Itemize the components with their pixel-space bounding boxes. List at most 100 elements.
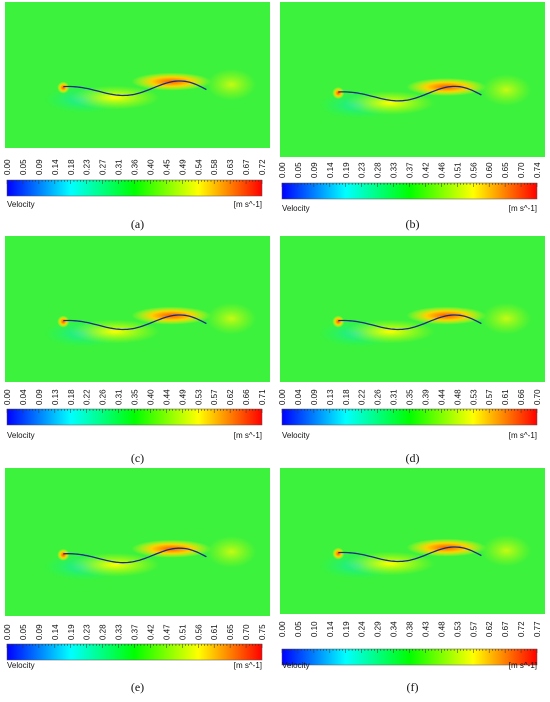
colorbar-tick-label: 0.72 (258, 159, 267, 175)
colorbar-tick-label: 0.24 (358, 621, 367, 637)
colorbar-tick-label: 0.18 (342, 389, 351, 405)
colorbar-tick-label: 0.57 (485, 389, 494, 405)
colorbar-tick-label: 0.51 (178, 624, 187, 640)
colorbar-tick-label: 0.44 (162, 389, 171, 405)
colorbar-tick-label: 0.31 (115, 389, 124, 405)
colorbar-tick-label: 0.14 (326, 162, 335, 178)
colorbar-tick-label: 0.67 (501, 621, 510, 637)
colorbar-tick-label: 0.61 (210, 624, 219, 640)
colorbar-tick-label: 0.75 (258, 624, 267, 640)
colorbar-tick-label: 0.05 (19, 159, 28, 175)
colorbar-tick-label: 0.35 (131, 389, 140, 405)
colorbar-tick-label: 0.23 (83, 624, 92, 640)
colorbar-tick-label: 0.05 (294, 162, 303, 178)
colorbar-tick-label: 0.19 (342, 162, 351, 178)
colorbar-tick-label: 0.31 (115, 159, 124, 175)
colorbar-tick-label: 0.36 (131, 159, 140, 175)
blob (57, 548, 70, 561)
colorbar-tick-label: 0.22 (358, 389, 367, 405)
colorbar-unit: [m s^-1] (509, 661, 537, 670)
colorbar-tick-label: 0.10 (310, 621, 319, 637)
wave-body (338, 546, 482, 563)
colorbar-tick-label: 0.28 (99, 624, 108, 640)
wave-body (63, 547, 207, 564)
colorbar-tick-label: 0.31 (390, 389, 399, 405)
colorbar-tick-label: 0.35 (406, 389, 415, 405)
colorbar-tick-label: 0.05 (294, 621, 303, 637)
colorbar-tick-label: 0.14 (326, 621, 335, 637)
colorbar-tick-label: 0.09 (35, 389, 44, 405)
blob (332, 87, 345, 99)
colorbar-tick-label: 0.66 (242, 389, 251, 405)
colorbar-unit: [m s^-1] (234, 661, 262, 670)
colorbar-unit: [m s^-1] (509, 431, 537, 440)
blob (481, 302, 532, 335)
colorbar-tick-label: 0.13 (326, 389, 335, 405)
colorbar-tick-label: 0.34 (390, 621, 399, 637)
colorbar-tick-label: 0.49 (178, 389, 187, 405)
colorbar-tick-label: 0.22 (83, 389, 92, 405)
blob (481, 534, 532, 567)
colorbar-tick-label: 0.74 (533, 162, 542, 178)
colorbar-tick-label: 0.00 (3, 624, 12, 640)
blob (332, 547, 345, 560)
wave-body (338, 85, 482, 102)
colorbar-tick-label: 0.62 (226, 389, 235, 405)
colorbar-tick-label: 0.65 (501, 162, 510, 178)
colorbar-tick-label: 0.27 (99, 159, 108, 175)
colorbar-tick-label: 0.09 (310, 389, 319, 405)
colorbar-tick-label: 0.48 (437, 621, 446, 637)
colorbar-tick-label: 0.39 (421, 389, 430, 405)
colorbar-tick-label: 0.00 (278, 162, 287, 178)
colorbar-tick-label: 0.47 (162, 624, 171, 640)
wave-body (338, 314, 482, 331)
blob (69, 85, 160, 110)
panel-label: (d) (406, 451, 420, 465)
colorbar-tick-label: 0.53 (453, 621, 462, 637)
colorbar-tick-label: 0.00 (3, 159, 12, 175)
panel-label: (c) (131, 451, 144, 465)
panel: 0.00 0.05 0.09 0.14 0.18 0.23 0.27 0.31 0.36 0.40… (3, 2, 270, 231)
blob (69, 319, 160, 344)
colorbar-tick-label: 0.70 (517, 162, 526, 178)
blob (57, 315, 70, 328)
blob (69, 552, 160, 577)
colorbar-tick-label: 0.04 (19, 389, 28, 405)
colorbar-tick-label: 0.09 (310, 162, 319, 178)
colorbar-tick-label: 0.70 (533, 389, 542, 405)
blob (332, 315, 345, 328)
panel-label: (e) (131, 680, 144, 694)
colorbar-unit: [m s^-1] (509, 204, 537, 213)
blob (344, 91, 435, 115)
colorbar-tick-label: 0.63 (226, 159, 235, 175)
colorbar-tick-label: 0.00 (3, 389, 12, 405)
panel-label: (a) (131, 217, 144, 231)
colorbar-tick-label: 0.18 (67, 389, 76, 405)
colorbar-title: Velocity (7, 200, 35, 209)
blob (206, 68, 257, 101)
colorbar-tick-label: 0.58 (210, 159, 219, 175)
colorbar-tick-label: 0.33 (390, 162, 399, 178)
colorbar-tick-label: 0.51 (453, 162, 462, 178)
panel-label: (f) (407, 680, 419, 694)
colorbar-tick-label: 0.00 (278, 621, 287, 637)
blob (481, 74, 532, 106)
colorbar-tick-label: 0.48 (453, 389, 462, 405)
colorbar-tick-label: 0.65 (226, 624, 235, 640)
colorbar-tick-label: 0.42 (421, 162, 430, 178)
blob (206, 535, 257, 568)
colorbar-tick-label: 0.26 (99, 389, 108, 405)
colorbar-tick-label: 0.40 (146, 159, 155, 175)
colorbar-tick-label: 0.57 (469, 621, 478, 637)
colorbar-tick-label: 0.61 (501, 389, 510, 405)
colorbar-tick-label: 0.49 (178, 159, 187, 175)
panel-label: (b) (406, 217, 420, 231)
colorbar-tick-label: 0.00 (278, 389, 287, 405)
colorbar-tick-label: 0.13 (51, 389, 60, 405)
colorbar-tick-label: 0.40 (146, 389, 155, 405)
colorbar-tick-label: 0.71 (258, 389, 267, 405)
colorbar-tick-label: 0.19 (67, 624, 76, 640)
colorbar-tick-label: 0.54 (194, 159, 203, 175)
colorbar-tick-label: 0.14 (51, 159, 60, 175)
